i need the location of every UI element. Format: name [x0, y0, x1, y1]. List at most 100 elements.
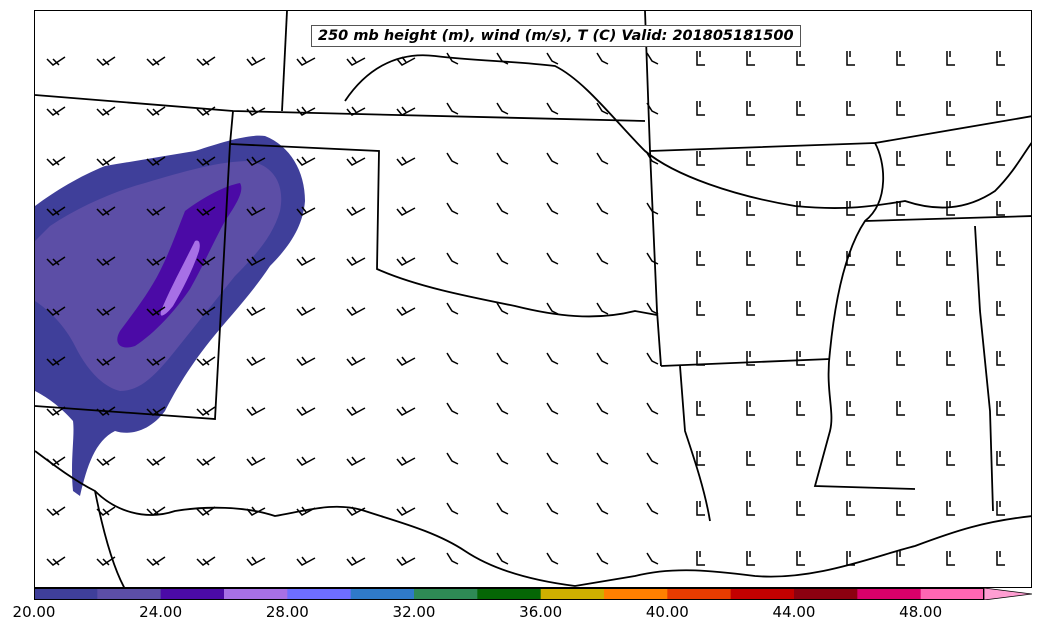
- wind-barb: [146, 506, 166, 516]
- wind-barb: [96, 406, 116, 416]
- wind-barb: [396, 256, 416, 266]
- wind-barb: [796, 151, 805, 166]
- wind-barb: [46, 456, 66, 466]
- wind-barb: [896, 301, 905, 316]
- state-boundaries: [35, 11, 1031, 587]
- wind-barb: [546, 402, 559, 415]
- wind-barb: [946, 151, 955, 166]
- wind-barb: [546, 52, 559, 65]
- colorbar-segment: [604, 588, 668, 600]
- wind-barb: [846, 201, 855, 216]
- wind-barb: [346, 206, 366, 216]
- wind-barb: [946, 251, 955, 266]
- wind-barb: [596, 252, 609, 265]
- wind-barb: [446, 152, 459, 165]
- wind-barb: [596, 452, 609, 465]
- wind-barb: [246, 206, 266, 216]
- wind-barb: [496, 202, 509, 215]
- wind-barb: [846, 351, 855, 366]
- wind-barb: [796, 551, 805, 566]
- colorbar-tick-label: 44.00: [772, 603, 816, 621]
- wind-barb: [296, 456, 316, 466]
- wind-barb: [96, 106, 116, 116]
- wind-barb: [96, 506, 116, 516]
- colorbar-tick-label: 28.00: [265, 603, 309, 621]
- map-panel: 250 mb height (m), wind (m/s), T (C) Val…: [34, 10, 1032, 588]
- wind-barb: [696, 251, 705, 266]
- wind-barb: [296, 106, 316, 116]
- wind-barb: [996, 251, 1005, 266]
- wind-barb: [496, 102, 509, 115]
- wind-barb: [246, 156, 266, 166]
- wind-barb: [46, 406, 66, 416]
- wind-barb: [196, 556, 216, 566]
- wind-barb: [796, 301, 805, 316]
- wind-barb: [596, 502, 609, 515]
- wind-barb: [246, 106, 266, 116]
- wind-barb: [646, 552, 659, 565]
- wind-barb: [696, 201, 705, 216]
- wind-barb: [46, 106, 66, 116]
- wind-barb: [346, 156, 366, 166]
- colorbar-segment: [350, 588, 415, 600]
- wind-barb: [346, 306, 366, 316]
- colorbar-segment: [730, 588, 795, 600]
- wind-barb: [296, 306, 316, 316]
- wind-barb: [946, 301, 955, 316]
- colorbar-segment: [794, 588, 858, 600]
- wind-barb: [146, 306, 166, 316]
- wind-barb: [996, 151, 1005, 166]
- wind-barb: [146, 156, 166, 166]
- wind-barb: [546, 352, 559, 365]
- wind-barb: [346, 106, 366, 116]
- wind-barb: [546, 102, 559, 115]
- wind-barb: [646, 402, 659, 415]
- wind-barb: [46, 556, 66, 566]
- wind-barb: [946, 351, 955, 366]
- colorbar-segment: [477, 588, 542, 600]
- wind-barb: [296, 56, 316, 66]
- wind-barb: [946, 101, 955, 116]
- wind-barb: [746, 251, 755, 266]
- wind-barb: [396, 156, 416, 166]
- wind-barb: [996, 201, 1005, 216]
- wind-barb: [146, 106, 166, 116]
- wind-barb: [896, 351, 905, 366]
- colorbar-segment: [160, 588, 225, 600]
- wind-barb: [196, 506, 216, 516]
- wind-barb: [696, 51, 705, 66]
- wind-barb: [996, 351, 1005, 366]
- wind-barb: [846, 401, 855, 416]
- wind-barb: [696, 351, 705, 366]
- wind-barb: [546, 452, 559, 465]
- wind-barb: [796, 251, 805, 266]
- wind-barb: [196, 456, 216, 466]
- wind-barb: [546, 252, 559, 265]
- wind-barb: [46, 256, 66, 266]
- wind-barb: [396, 506, 416, 516]
- wind-barb: [746, 351, 755, 366]
- wind-barb: [696, 301, 705, 316]
- wind-barb: [146, 356, 166, 366]
- wind-barb: [446, 52, 459, 65]
- wind-barb: [546, 552, 559, 565]
- wind-barb: [446, 302, 459, 315]
- map-canvas: [35, 11, 1031, 587]
- wind-barb: [246, 256, 266, 266]
- colorbar-segments: [34, 588, 985, 600]
- colorbar-tick-label: 36.00: [519, 603, 563, 621]
- wind-barb: [446, 402, 459, 415]
- wind-barb: [96, 306, 116, 316]
- wind-barb: [196, 56, 216, 66]
- wind-barb: [946, 401, 955, 416]
- wind-barb: [146, 406, 166, 416]
- wind-barb: [496, 352, 509, 365]
- wind-barb: [146, 56, 166, 66]
- wind-barb: [196, 156, 216, 166]
- wind-barb: [996, 501, 1005, 516]
- wind-barb: [746, 401, 755, 416]
- wind-barb: [746, 451, 755, 466]
- wind-barb: [696, 501, 705, 516]
- wind-barb: [196, 256, 216, 266]
- wind-barb: [646, 452, 659, 465]
